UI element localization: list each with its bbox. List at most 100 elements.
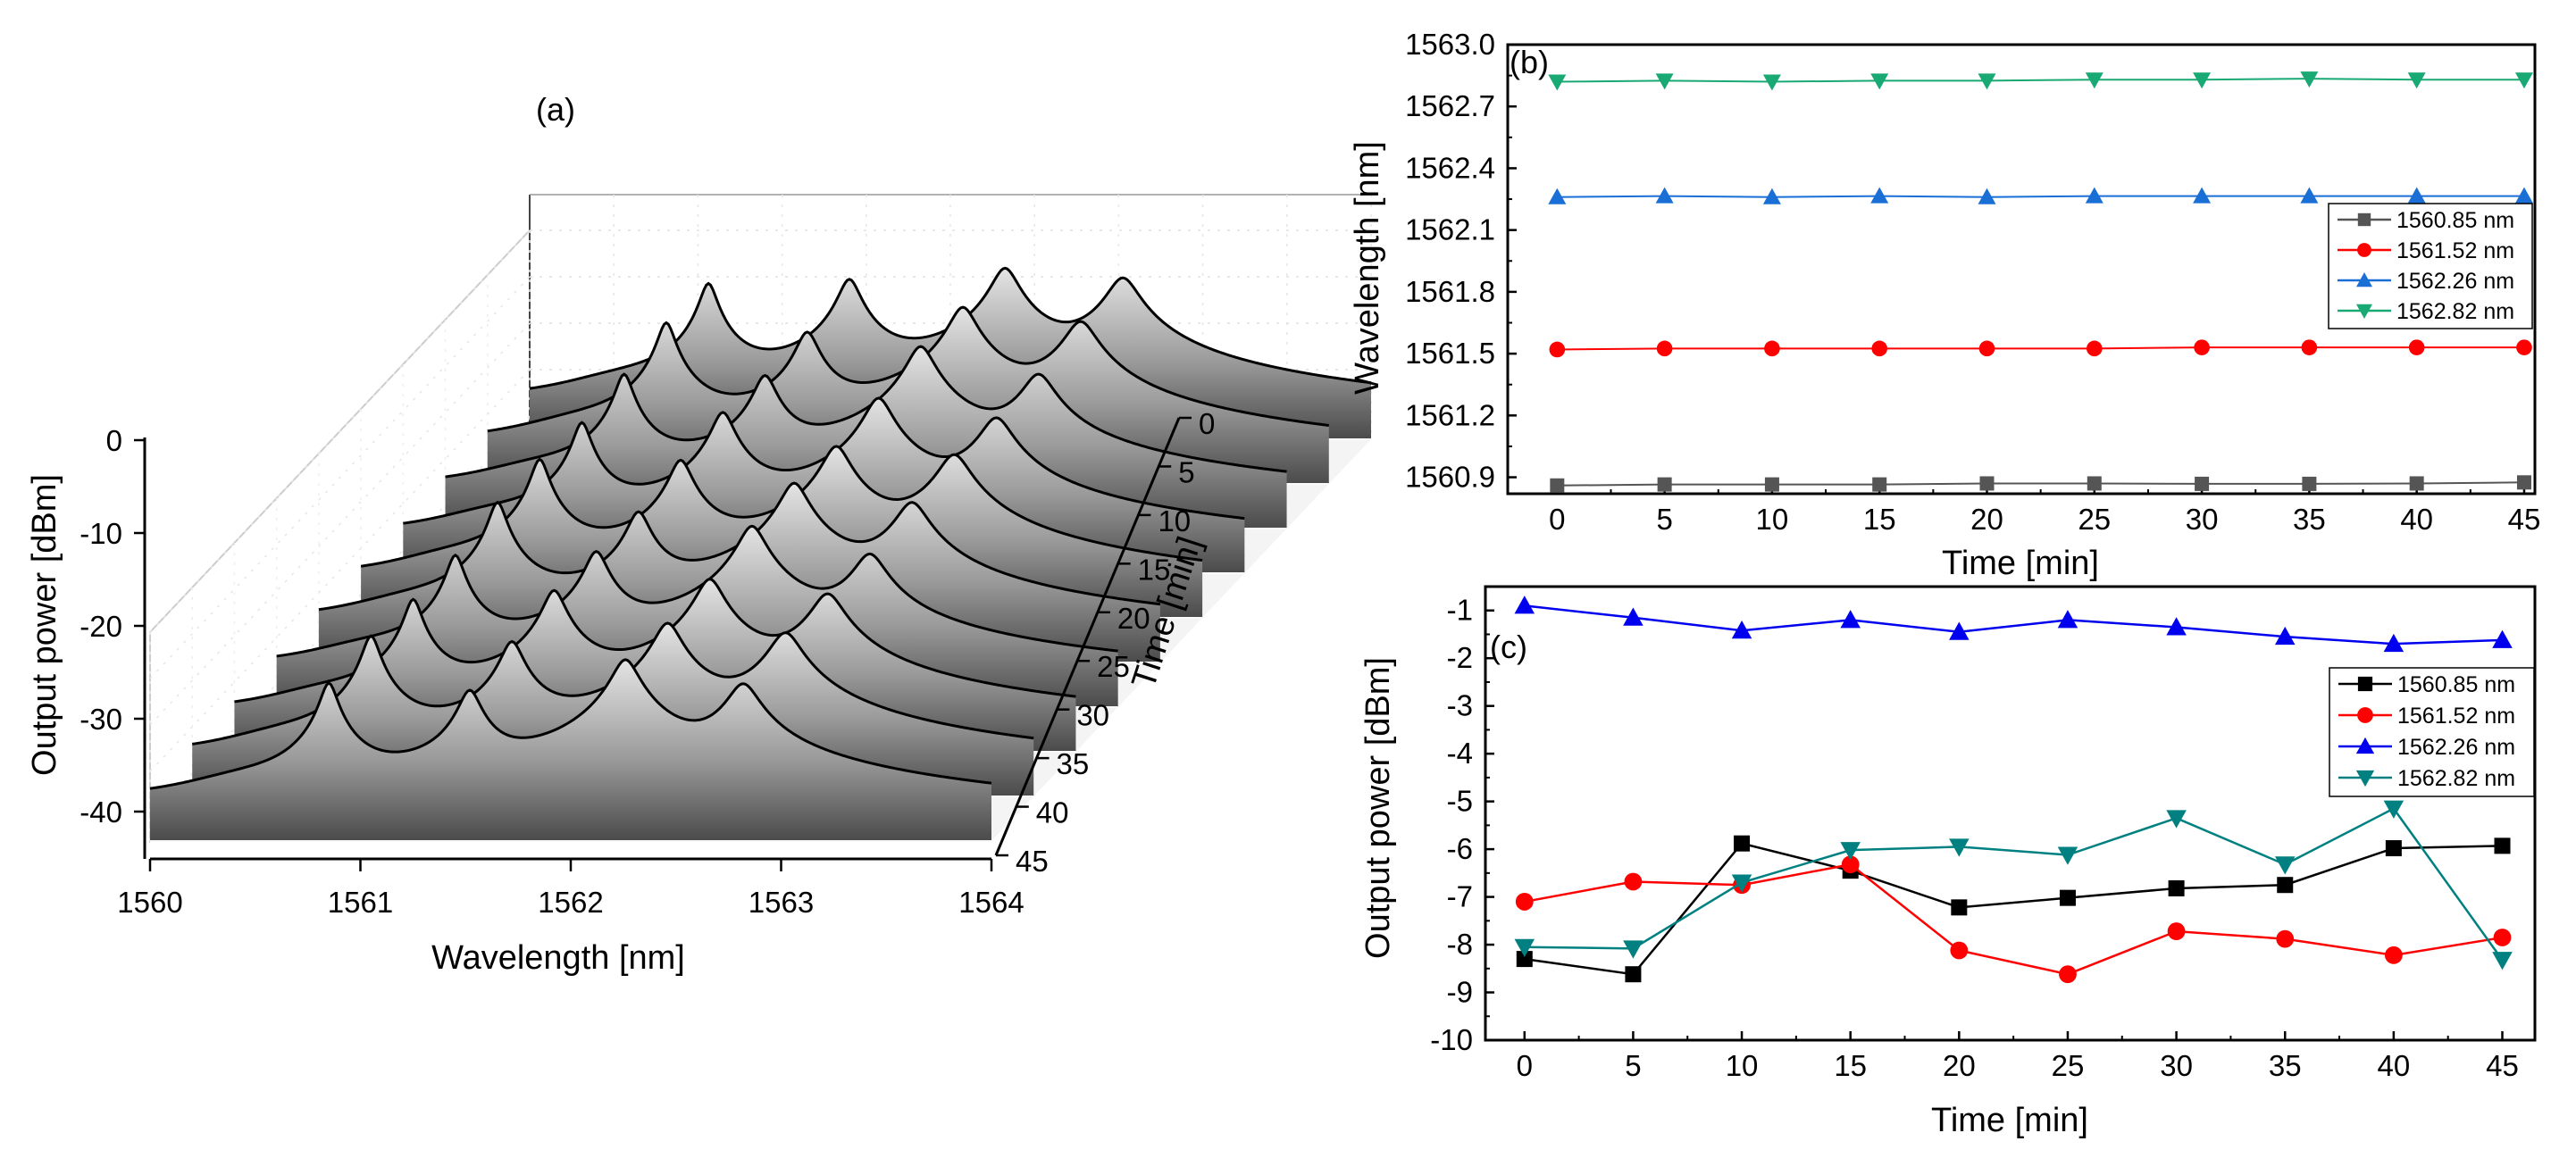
y-tick-label: -6	[1447, 832, 1473, 865]
data-point-1562-82-nm	[1655, 73, 1674, 90]
data-point-1561-52-nm	[1549, 341, 1566, 358]
side-grid-line	[149, 229, 531, 633]
x-tick-label: 10	[1756, 503, 1789, 536]
data-point-1560-85-nm	[1550, 478, 1565, 493]
y-tick-label: -2	[1447, 641, 1473, 674]
data-point-1561-52-nm	[2167, 922, 2186, 940]
data-point-1560-85-nm	[2195, 476, 2210, 491]
data-point-1560-85-nm	[1979, 476, 1995, 491]
data-point-1562-82-nm	[1978, 73, 1996, 90]
y-axis-label-a: Output power [dBm]	[26, 474, 63, 776]
x-tick-label: 30	[2186, 503, 2219, 536]
panel-label-a: (a)	[536, 91, 575, 128]
data-point-1562-26-nm	[2166, 617, 2187, 636]
x-tick-label-a: 1561	[328, 886, 393, 919]
x-tick-label: 25	[2078, 503, 2111, 536]
data-point-1562-26-nm	[2492, 629, 2513, 648]
data-point-1562-82-nm	[1870, 73, 1889, 90]
data-point-1561-52-nm	[2276, 929, 2295, 948]
data-point-1562-26-nm	[2514, 187, 2533, 204]
data-point-1561-52-nm	[2194, 339, 2210, 355]
y-tick-label: -4	[1447, 737, 1473, 770]
y-tick-label: -5	[1447, 785, 1473, 818]
data-point-1562-26-nm	[2300, 187, 2319, 204]
data-point-1562-26-nm	[2383, 633, 2405, 653]
spectrum-fill-t45	[150, 659, 991, 841]
panel-label-b: (b)	[1510, 44, 1549, 80]
data-point-1562-82-nm	[2085, 72, 2103, 89]
y-tick-label: -3	[1447, 689, 1473, 722]
data-point-1562-26-nm	[1731, 620, 1752, 639]
data-point-1562-82-nm	[1762, 74, 1781, 91]
spectrum-trace-t45	[149, 658, 992, 790]
x-tick-label-a: 1563	[749, 886, 814, 919]
data-point-1561-52-nm	[2493, 929, 2512, 946]
data-point-1562-82-nm	[1840, 842, 1861, 861]
data-point-1561-52-nm	[1950, 941, 1969, 960]
data-point-1561-52-nm	[2384, 946, 2403, 964]
time-tick-label-a: 15	[1138, 553, 1171, 586]
x-tick-label: 15	[1834, 1049, 1867, 1082]
y-tick-label-a: 0	[106, 424, 122, 457]
series-line-1560-85-nm	[1557, 481, 2524, 487]
y-tick-label: -10	[1430, 1023, 1473, 1056]
data-point-1560-85-nm	[1625, 966, 1642, 983]
data-point-1561-52-nm	[1656, 340, 1673, 357]
power-vs-time-chart: 0 5 10 15 20 25 30 35 40 45-1-2-3-4-5-6-7-8-9-10 …	[1359, 585, 2537, 1139]
data-point-1562-82-nm	[1623, 940, 1643, 959]
legend-label: 1562.26 nm	[2397, 735, 2515, 760]
panel-label-c: (c)	[1490, 629, 1527, 665]
series-c	[1514, 596, 2513, 984]
series-line-1562-82-nm	[1557, 78, 2524, 83]
data-point-1562-82-nm	[1731, 874, 1752, 893]
time-tick-label-a: 35	[1057, 747, 1090, 780]
x-axis-label-b: Time [min]	[1942, 545, 2099, 582]
x-tick-label-a: 1564	[958, 886, 1024, 919]
y-tick-label: 1560.9	[1405, 461, 1495, 494]
data-point-1562-82-nm	[1548, 74, 1567, 91]
series-line-1560-85-nm	[1524, 842, 2503, 976]
x-tick-label: 5	[1656, 503, 1672, 536]
legend-label: 1562.82 nm	[2397, 766, 2515, 791]
time-tick-label-a: 20	[1117, 602, 1150, 635]
y-tick-label: 1561.5	[1405, 337, 1495, 370]
wavelength-vs-time-chart: 0 5 10 15 20 25 30 35 40 45 1560.9 1561.2 1561.5 1561…	[1349, 28, 2540, 582]
x-tick-label: 0	[1517, 1049, 1533, 1082]
x-tick-label: 5	[1625, 1049, 1641, 1082]
legend-c: 1560.85 nm 1561.52 nm 1562.26 nm 1562.82 nm	[2329, 667, 2535, 797]
y-tick-label-a: -20	[79, 610, 122, 643]
x-tick-label: 40	[2400, 503, 2433, 536]
data-point-1560-85-nm	[2409, 476, 2424, 491]
data-point-1560-85-nm	[2168, 879, 2185, 896]
legend-marker	[2355, 770, 2375, 787]
plot-frame-c	[1484, 585, 2537, 1042]
data-point-1562-82-nm	[2514, 72, 2533, 89]
data-point-1560-85-nm	[2087, 476, 2102, 491]
time-tick-label-a: 5	[1178, 455, 1194, 488]
side-grid-line	[149, 369, 531, 772]
data-point-1560-85-nm	[1764, 477, 1779, 492]
data-point-1562-26-nm	[1548, 187, 1567, 204]
data-point-1560-85-nm	[1657, 477, 1672, 492]
legend-label: 1561.52 nm	[2397, 704, 2515, 729]
series-line-1561-52-nm	[1557, 346, 2524, 351]
data-point-1562-26-nm	[2274, 626, 2296, 646]
data-point-1562-26-nm	[1655, 187, 1674, 204]
x-tick-label: 35	[2269, 1049, 2302, 1082]
data-point-1562-82-nm	[2166, 810, 2187, 829]
data-point-1560-85-nm	[2516, 475, 2531, 490]
legend-marker	[2357, 676, 2373, 692]
ticks-c: 0 5 10 15 20 25 30 35 40 45 -1 -2 -3 -4 -5 -6 -7 -8 -9 -10	[1430, 594, 2519, 1082]
y-tick-label: 1562.7	[1405, 89, 1495, 122]
y-tick-label: -8	[1447, 928, 1473, 961]
data-point-1562-26-nm	[1949, 621, 1970, 640]
data-point-1561-52-nm	[1515, 893, 1534, 911]
y-tick-label: 1562.1	[1405, 213, 1495, 246]
data-point-1561-52-nm	[1764, 340, 1780, 357]
data-point-1562-82-nm	[2300, 71, 2319, 88]
y-tick-label-a: -10	[79, 517, 122, 550]
series-b	[1548, 71, 2533, 493]
data-point-1561-52-nm	[1841, 855, 1860, 874]
x-tick-label-a: 1562	[538, 886, 603, 919]
legend-marker	[2355, 737, 2375, 754]
